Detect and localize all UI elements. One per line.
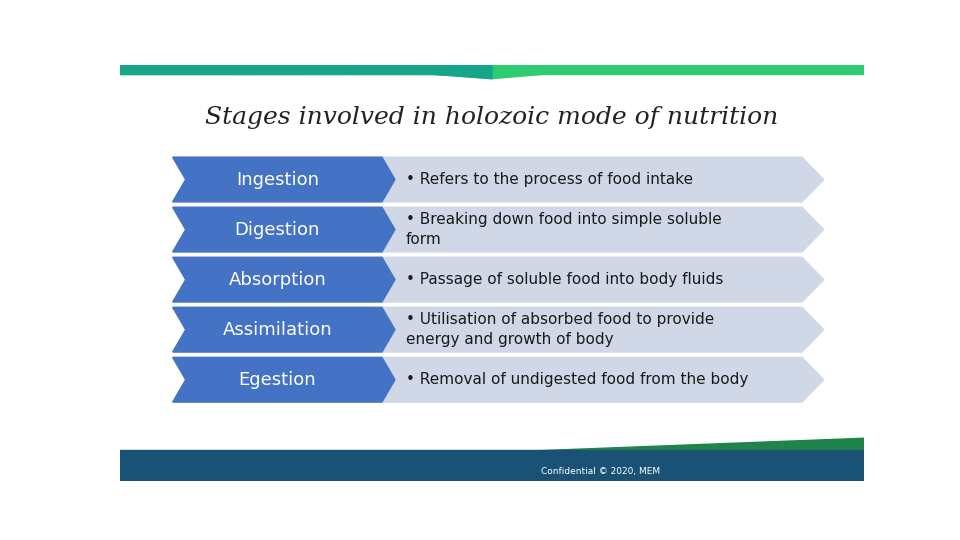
Text: • Utilisation of absorbed food to provide
energy and growth of body: • Utilisation of absorbed food to provid… [406,312,714,347]
Text: • Breaking down food into simple soluble
form: • Breaking down food into simple soluble… [406,212,722,247]
Polygon shape [120,65,492,79]
Text: Digestion: Digestion [234,220,320,239]
Polygon shape [173,207,824,252]
Text: Ingestion: Ingestion [236,171,319,188]
Bar [120,450,864,481]
Polygon shape [120,438,864,481]
Polygon shape [173,157,824,202]
Text: • Removal of undigested food from the body: • Removal of undigested food from the bo… [406,372,748,387]
Polygon shape [173,157,395,202]
Text: • Refers to the process of food intake: • Refers to the process of food intake [406,172,693,187]
Text: Assimilation: Assimilation [223,321,332,339]
Polygon shape [173,207,395,252]
Bar [120,65,864,74]
Bar [120,65,508,74]
Text: Stages involved in holozoic mode of nutrition: Stages involved in holozoic mode of nutr… [205,106,779,129]
Polygon shape [173,307,824,352]
Text: Absorption: Absorption [228,271,326,288]
Polygon shape [173,357,824,402]
Polygon shape [173,307,395,352]
Text: Confidential © 2020, MEM: Confidential © 2020, MEM [540,467,660,476]
Polygon shape [173,257,395,302]
Polygon shape [120,456,864,481]
Polygon shape [173,257,824,302]
Polygon shape [173,357,395,402]
Text: Egestion: Egestion [238,371,316,389]
Text: • Passage of soluble food into body fluids: • Passage of soluble food into body flui… [406,272,723,287]
Polygon shape [120,65,864,79]
